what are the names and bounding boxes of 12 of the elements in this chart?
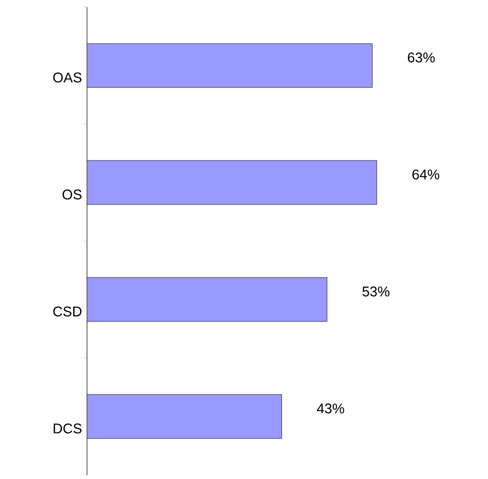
y-tick-label: DCS xyxy=(54,424,82,434)
data-label: 43% xyxy=(316,404,344,414)
data-label: 53% xyxy=(362,286,390,296)
y-tick-label: OS xyxy=(62,190,82,200)
data-label: 64% xyxy=(412,170,440,180)
bar xyxy=(87,277,328,322)
data-label: 63% xyxy=(408,52,435,62)
y-tick-label: CSD xyxy=(53,306,82,316)
y-tick-label: OAS xyxy=(53,72,82,82)
bar xyxy=(87,394,282,439)
bar xyxy=(87,43,373,88)
bar xyxy=(87,160,378,205)
